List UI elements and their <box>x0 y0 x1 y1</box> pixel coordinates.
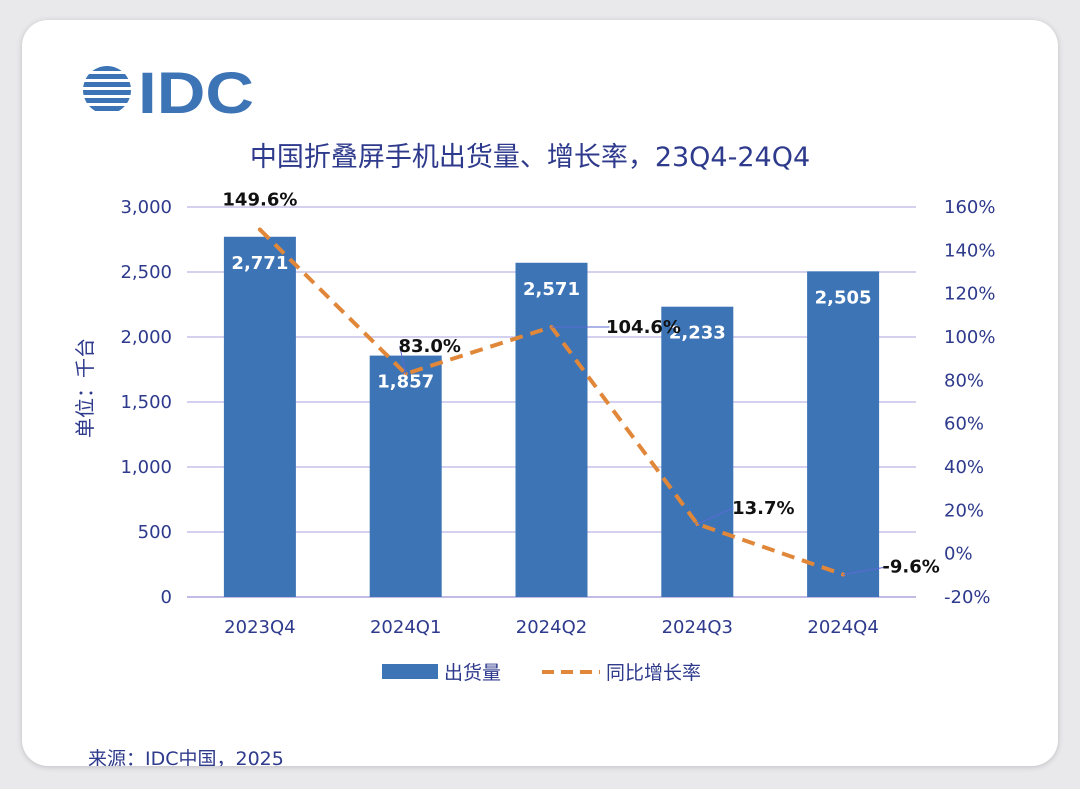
x-tick-label: 2024Q3 <box>662 617 733 638</box>
y-right-tick-label: 60% <box>944 414 984 435</box>
combo-chart: 中国折叠屏手机出货量、增长率，23Q4-24Q4 单位：千台 0 500 1,000… <box>73 142 995 684</box>
bar-value-label: 2,771 <box>231 253 288 274</box>
y-right-tick-label: 100% <box>944 327 995 348</box>
growth-value-label: -9.6% <box>882 556 939 577</box>
y-right-tick-label: -20% <box>944 587 991 608</box>
bar-value-label: 2,233 <box>669 323 726 344</box>
legend-swatch-bar <box>382 664 438 679</box>
y-left-tick-label: 2,500 <box>120 262 172 283</box>
x-tick-label: 2024Q4 <box>807 617 878 638</box>
x-tick-label: 2024Q1 <box>370 617 441 638</box>
globe-icon <box>83 66 131 111</box>
y-left-tick-label: 500 <box>138 522 172 543</box>
growth-point <box>257 227 262 232</box>
growth-value-label: 13.7% <box>732 498 794 519</box>
legend-label-line: 同比增长率 <box>606 662 701 684</box>
growth-value-label: 83.0% <box>398 336 460 357</box>
label-leader-line <box>399 345 407 374</box>
y-right-tick-label: 80% <box>944 370 984 391</box>
y-left-tick-label: 1,000 <box>120 457 172 478</box>
bar <box>223 236 296 597</box>
growth-value-label: 104.6% <box>606 317 681 338</box>
y-right-tick-label: 0% <box>944 544 973 565</box>
y-left-tick-label: 2,000 <box>120 327 172 348</box>
y-right-tick-label: 40% <box>944 457 984 478</box>
bar <box>515 262 588 597</box>
y-left-tick-label: 3,000 <box>120 197 172 218</box>
label-leader-line <box>697 507 734 525</box>
y-right-tick-label: 20% <box>944 500 984 521</box>
bar <box>369 355 442 597</box>
x-tick-label: 2023Q4 <box>224 617 295 638</box>
bar-value-label: 2,571 <box>523 279 580 300</box>
chart-title: 中国折叠屏手机出货量、增长率，23Q4-24Q4 <box>250 142 810 173</box>
bar-value-label: 1,857 <box>377 372 434 393</box>
chart-card: IDC 中国折叠屏手机出货量、增长率，23Q4-24Q4 单位：千台 0 500 1… <box>22 20 1058 766</box>
y-right-tick-label: 120% <box>944 284 995 305</box>
bar <box>807 271 880 597</box>
y-left-tick-label: 0 <box>161 587 172 608</box>
idc-logo: IDC <box>83 61 254 124</box>
y-right-tick-label: 140% <box>944 240 995 261</box>
x-tick-label: 2024Q2 <box>516 617 587 638</box>
y-axis-label: 单位：千台 <box>73 338 97 438</box>
bar <box>661 306 734 597</box>
legend: 出货量 同比增长率 <box>382 662 701 684</box>
bar-value-label: 2,505 <box>815 287 872 308</box>
growth-value-label: 149.6% <box>222 190 297 211</box>
y-left-tick-label: 1,500 <box>120 392 172 413</box>
source-note: 来源：IDC中国，2025 <box>88 748 284 766</box>
label-leader-line <box>843 565 890 575</box>
y-right-tick-label: 160% <box>944 197 995 218</box>
legend-label-bar: 出货量 <box>444 662 501 684</box>
idc-logo-text: IDC <box>138 61 254 124</box>
